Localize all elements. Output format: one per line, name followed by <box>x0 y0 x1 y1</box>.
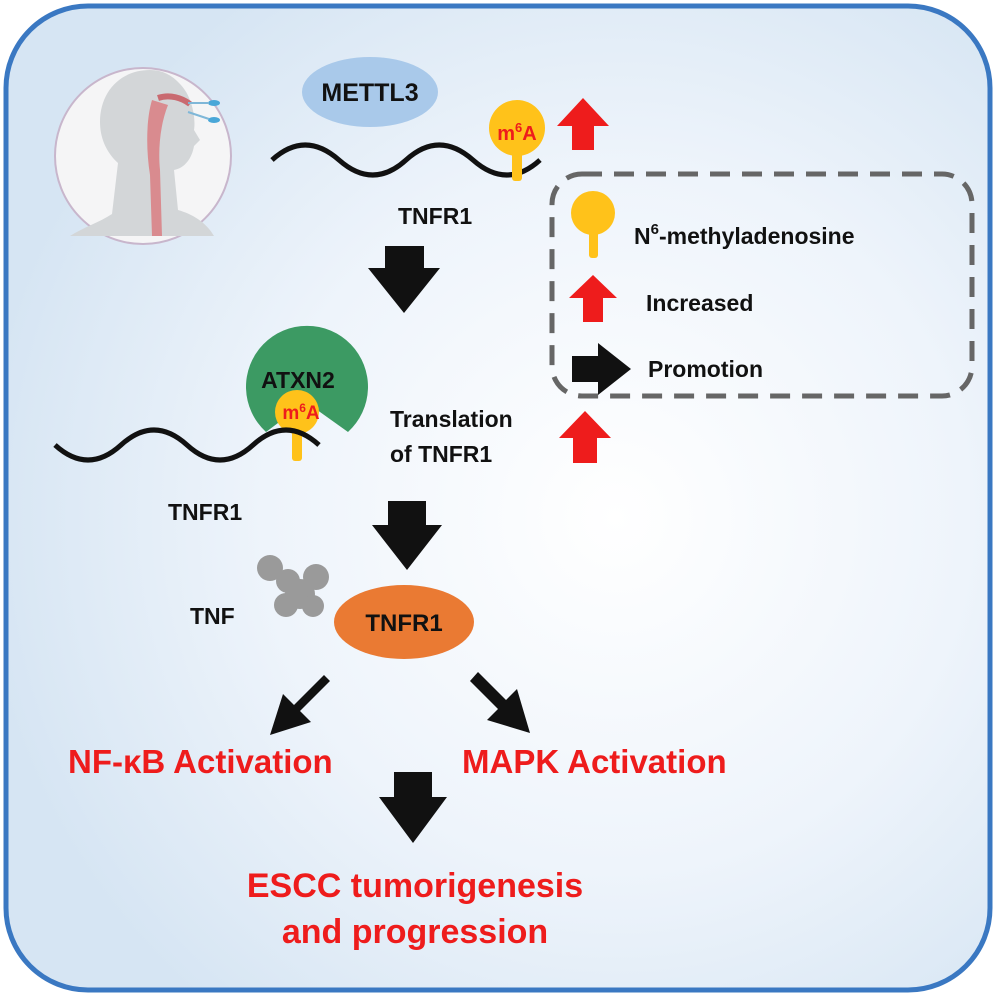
atxn2-label: ATXN2 <box>261 367 335 393</box>
translation-line1: Translation <box>390 406 513 432</box>
tnfr1-mrna-left-label: TNFR1 <box>168 499 242 525</box>
escc-line1: ESCC tumorigenesis <box>247 867 583 905</box>
mrna-left <box>53 427 321 463</box>
tnfr1-receptor-label: TNFR1 <box>365 610 442 637</box>
tnf-label: TNF <box>190 603 235 629</box>
head-anatomy-icon <box>54 67 232 245</box>
down-arrow-icon <box>368 246 440 313</box>
tnfr1-receptor-ellipse <box>334 585 474 659</box>
m6a-pin-icon <box>489 100 545 181</box>
m6a-label-atxn2: m6A <box>282 401 320 424</box>
escc-line2: and progression <box>282 913 548 951</box>
mrna-top <box>270 142 542 178</box>
tnfr1-mrna-top-label: TNFR1 <box>398 203 472 229</box>
down-arrow-icon <box>379 772 447 843</box>
tnf-cluster-icon <box>257 555 329 617</box>
mettl3-ellipse <box>302 57 438 127</box>
m6a-label-top: m6A <box>497 120 536 145</box>
down-arrow-icon <box>372 501 442 570</box>
frame <box>3 3 993 993</box>
translation-line2: of TNFR1 <box>390 441 492 467</box>
mettl3-label: METTL3 <box>321 79 418 107</box>
legend-promotion: Promotion <box>648 356 763 382</box>
legend-increased: Increased <box>646 290 753 316</box>
m6a-pin-icon <box>275 390 319 461</box>
up-arrow-icon <box>559 411 611 463</box>
legend-box: N6-methyladenosine Increased Promotion <box>549 171 975 399</box>
up-arrow-icon <box>557 98 609 150</box>
legend-n6: N6-methyladenosine <box>634 221 855 249</box>
down-arrow-icon <box>470 672 530 733</box>
down-arrow-icon <box>270 675 330 735</box>
nfkb-activation-label: NF-κB Activation <box>68 743 333 780</box>
mapk-activation-label: MAPK Activation <box>462 743 727 780</box>
